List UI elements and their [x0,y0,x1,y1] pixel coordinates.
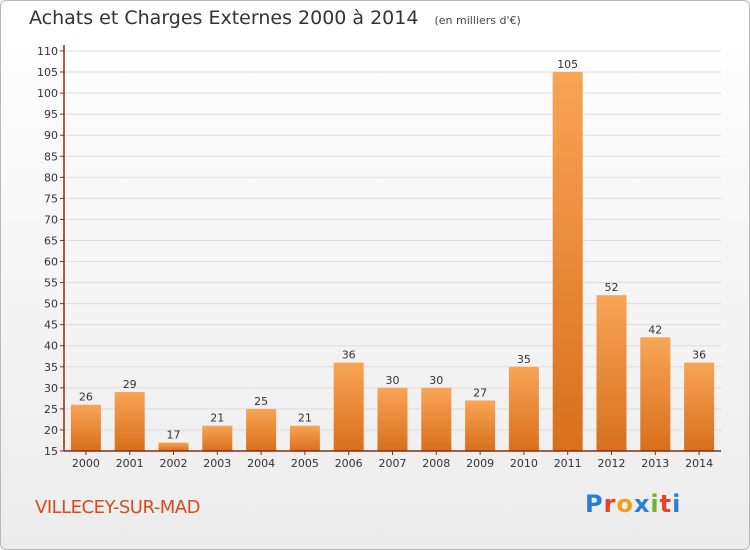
y-tick-label: 35 [44,361,58,374]
y-tick-label: 40 [44,340,58,353]
x-tick-label: 2011 [554,457,582,470]
y-tick-label: 90 [44,129,58,142]
data-label: 27 [473,386,487,399]
bar [552,72,583,451]
data-label: 21 [210,412,224,425]
data-label: 35 [517,353,531,366]
bar [289,425,320,451]
y-tick-label: 55 [44,277,58,290]
chart-title: Achats et Charges Externes 2000 à 2014 (… [29,7,521,29]
x-tick-label: 2007 [379,457,407,470]
x-tick-label: 2001 [116,457,144,470]
data-label: 52 [605,281,619,294]
x-tick-label: 2006 [335,457,363,470]
logo-letter: i [672,490,682,518]
logo-letter: P [585,490,604,518]
y-tick-label: 85 [44,150,58,163]
data-label: 21 [298,412,312,425]
bar [158,442,189,451]
data-label: 17 [167,429,181,442]
proxiti-logo: Proxiti [585,490,681,518]
bar [684,362,715,451]
commune-name: VILLECEY-SUR-MAD [35,497,200,518]
x-tick-label: 2013 [641,457,669,470]
logo-letter: t [659,490,673,518]
y-tick-label: 60 [44,256,58,269]
bar [202,425,233,451]
y-tick-label: 30 [44,382,58,395]
bar [596,295,627,451]
logo-letter: o [616,490,634,518]
bar [114,392,145,451]
y-tick-label: 95 [44,108,58,121]
x-tick-label: 2009 [466,457,494,470]
bar [333,362,364,451]
x-tick-label: 2014 [685,457,713,470]
y-tick-label: 50 [44,298,58,311]
x-tick-label: 2005 [291,457,319,470]
y-tick-label: 25 [44,403,58,416]
y-tick-label: 15 [44,445,58,458]
bar [246,408,277,451]
data-label: 42 [648,323,662,336]
data-label: 29 [123,378,137,391]
data-label: 105 [557,58,578,71]
logo-letter: i [650,490,660,518]
y-tick-label: 80 [44,171,58,184]
x-tick-label: 2004 [247,457,275,470]
y-tick-label: 75 [44,192,58,205]
logo-letter: r [603,490,617,518]
y-tick-label: 105 [37,66,58,79]
data-label: 36 [692,349,706,362]
title-unit: (en milliers d'€) [434,14,521,27]
bar [465,400,496,451]
title-text: Achats et Charges Externes 2000 à 2014 [29,7,419,29]
x-tick-label: 2003 [203,457,231,470]
x-tick-label: 2002 [160,457,188,470]
y-tick-label: 110 [37,45,58,58]
bar [421,387,452,451]
bar [640,337,671,451]
logo-letter: x [633,490,651,518]
bar [377,387,408,451]
x-tick-label: 2010 [510,457,538,470]
data-label: 36 [342,349,356,362]
x-tick-label: 2008 [422,457,450,470]
bar [70,404,101,451]
x-tick-label: 2012 [598,457,626,470]
y-tick-label: 100 [37,87,58,100]
x-tick-label: 2000 [72,457,100,470]
y-tick-label: 70 [44,213,58,226]
data-label: 30 [429,374,443,387]
data-label: 30 [386,374,400,387]
bar [508,366,539,451]
y-tick-label: 65 [44,234,58,247]
data-label: 25 [254,395,268,408]
y-tick-label: 20 [44,424,58,437]
data-label: 26 [79,391,93,404]
y-tick-label: 45 [44,319,58,332]
